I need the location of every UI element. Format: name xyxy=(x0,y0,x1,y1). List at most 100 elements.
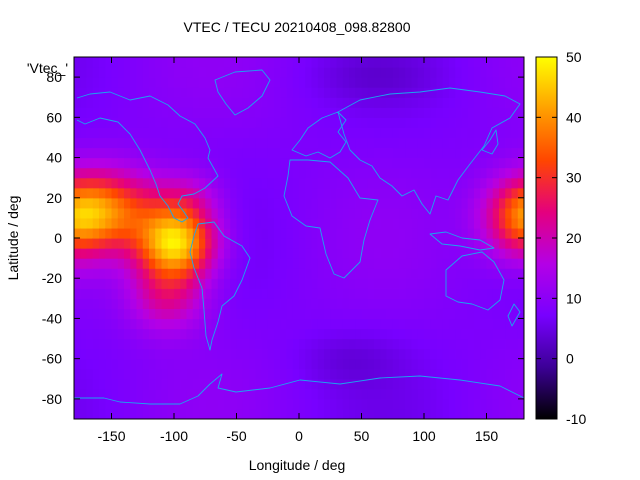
heat-cell xyxy=(111,348,119,360)
heat-cell xyxy=(399,197,406,209)
heat-cell xyxy=(405,127,413,139)
heat-cell xyxy=(242,238,250,249)
heat-cell xyxy=(474,217,481,229)
heat-cell xyxy=(224,87,231,98)
heat-cell xyxy=(180,308,188,320)
heat-cell xyxy=(492,67,500,78)
heat-cell xyxy=(361,378,369,390)
heat-cell xyxy=(249,258,256,269)
heat-cell xyxy=(205,378,213,390)
heat-cell xyxy=(380,288,388,299)
heat-cell xyxy=(505,238,513,249)
heat-cell xyxy=(92,278,100,289)
heat-cell xyxy=(305,67,313,78)
heat-cell xyxy=(111,87,119,98)
series-label: 'Vtec_' xyxy=(27,60,68,76)
heat-cell xyxy=(80,248,88,259)
heat-cell xyxy=(492,137,500,149)
heat-cell xyxy=(117,177,125,189)
heat-cell xyxy=(399,147,406,159)
heat-cell xyxy=(74,358,81,370)
heat-cell xyxy=(411,288,419,299)
heat-cell xyxy=(461,338,469,350)
heat-cell xyxy=(186,308,194,320)
heat-cell xyxy=(305,238,313,249)
heat-cell xyxy=(386,288,394,299)
heat-cell xyxy=(455,157,463,169)
heat-cell xyxy=(217,67,225,78)
heat-cell xyxy=(130,67,138,78)
heat-cell xyxy=(230,217,238,229)
heat-cell xyxy=(442,248,450,259)
heat-cell xyxy=(224,67,231,78)
heat-cell xyxy=(286,87,294,98)
heat-cell xyxy=(349,358,356,370)
heat-cell xyxy=(99,248,106,259)
heat-cell xyxy=(399,318,406,330)
heat-cell xyxy=(274,67,281,78)
heat-cell xyxy=(461,117,469,128)
heat-cell xyxy=(411,348,419,360)
heat-cell xyxy=(411,57,419,68)
heat-cell xyxy=(186,398,194,410)
heat-cell xyxy=(349,328,356,340)
heat-cell xyxy=(424,398,431,410)
heat-cell xyxy=(249,107,256,118)
heat-cell xyxy=(280,127,288,139)
heat-cell xyxy=(424,127,431,139)
heat-cell xyxy=(74,408,81,419)
heat-cell xyxy=(199,258,206,269)
heat-cell xyxy=(105,117,113,128)
heat-cell xyxy=(111,408,119,419)
heat-cell xyxy=(255,248,263,259)
heat-cell xyxy=(405,328,413,340)
heat-cell xyxy=(317,57,325,68)
heat-cell xyxy=(236,268,244,279)
heat-cell xyxy=(405,137,413,149)
heat-cell xyxy=(136,348,144,360)
heat-cell xyxy=(467,308,475,320)
heat-cell xyxy=(180,268,188,279)
heat-cell xyxy=(317,358,325,370)
colorbar-gradient xyxy=(536,57,557,419)
heat-cell xyxy=(424,258,431,269)
heat-cell xyxy=(367,388,375,400)
heat-cell xyxy=(367,177,375,189)
heat-cell xyxy=(436,368,444,380)
heat-cell xyxy=(517,87,524,98)
heat-cell xyxy=(224,328,231,340)
heat-cell xyxy=(442,207,450,219)
heat-cell xyxy=(405,318,413,330)
heat-cell xyxy=(211,147,219,159)
heat-cell xyxy=(392,248,400,259)
heat-cell xyxy=(167,318,175,330)
heat-cell xyxy=(511,207,519,219)
heat-cell xyxy=(211,348,219,360)
heat-cell xyxy=(336,388,344,400)
heat-cell xyxy=(511,248,519,259)
heat-cell xyxy=(299,328,306,340)
heat-cell xyxy=(167,127,175,139)
heat-cell xyxy=(92,358,100,370)
heat-cell xyxy=(161,57,169,68)
heat-cell xyxy=(92,258,100,269)
heat-cell xyxy=(461,57,469,68)
heat-cell xyxy=(305,268,313,279)
heat-cell xyxy=(186,67,194,78)
heat-cell xyxy=(386,197,394,209)
heat-cell xyxy=(192,298,200,309)
heat-cell xyxy=(455,268,463,279)
heat-cell xyxy=(442,298,450,309)
heat-cell xyxy=(255,157,263,169)
heat-cell xyxy=(286,77,294,88)
heat-cell xyxy=(449,348,456,360)
heat-cell xyxy=(455,278,463,289)
heat-cell xyxy=(317,258,325,269)
heat-cell xyxy=(280,137,288,149)
heat-cell xyxy=(499,77,506,88)
heat-cell xyxy=(399,358,406,370)
heat-cell xyxy=(155,268,163,279)
heat-cell xyxy=(236,298,244,309)
heat-cell xyxy=(499,67,506,78)
heat-cell xyxy=(449,238,456,249)
